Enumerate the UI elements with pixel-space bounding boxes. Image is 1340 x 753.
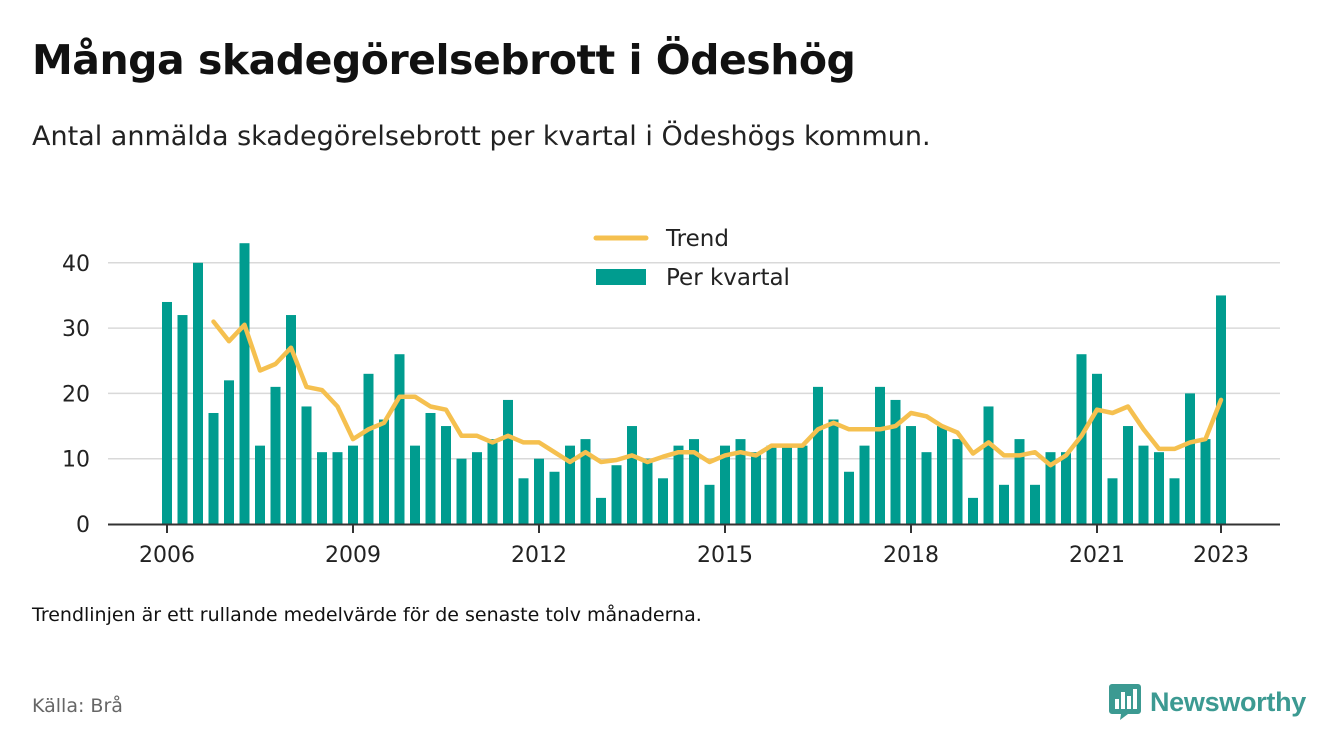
bar [348, 445, 358, 524]
bar [611, 465, 622, 524]
source-credit: Källa: Brå [32, 695, 123, 717]
bar [487, 439, 498, 524]
bar [1107, 478, 1118, 524]
bar [689, 439, 699, 524]
bar [596, 497, 606, 524]
bar [1045, 452, 1056, 524]
legend-trend-label: Trend [665, 226, 729, 252]
x-tick-label: 2015 [697, 543, 753, 568]
bar [968, 497, 978, 524]
bar [627, 426, 637, 524]
bar [224, 380, 234, 524]
bar [177, 315, 188, 524]
bar [518, 478, 529, 524]
bar [766, 445, 777, 524]
trend-line [211, 319, 1224, 468]
brand-name: Newsworthy [1149, 686, 1306, 717]
bar-series [162, 243, 1226, 524]
bar [890, 399, 901, 524]
chart-subtitle: Antal anmälda skadegörelsebrott per kvar… [32, 121, 931, 152]
bar [1169, 478, 1180, 524]
bar [394, 354, 405, 524]
bar [999, 484, 1009, 524]
bar [503, 399, 513, 524]
bar [1061, 452, 1071, 524]
y-tick-label: 30 [62, 317, 90, 342]
bar [379, 419, 389, 524]
x-tick-label: 2018 [883, 543, 939, 568]
bar [751, 452, 761, 524]
bar [332, 452, 343, 524]
x-axis: 2006 2009 2012 2015 2018 2021 2023 [139, 524, 1249, 568]
y-tick-label: 10 [62, 448, 90, 473]
bar [239, 243, 250, 524]
trend-series [211, 319, 1224, 468]
bar [193, 262, 203, 524]
bar [565, 445, 575, 524]
bar [472, 452, 482, 524]
x-tick-label: 2023 [1193, 543, 1249, 568]
bar [1014, 439, 1025, 524]
bar [1030, 484, 1040, 524]
bar [270, 386, 281, 524]
bar [162, 301, 172, 524]
bar [363, 373, 374, 524]
bar [952, 439, 963, 524]
bar [301, 406, 312, 524]
bar [642, 458, 653, 524]
bar [286, 315, 296, 524]
bar [1123, 426, 1133, 524]
bar [921, 452, 932, 524]
legend-bar-swatch [596, 269, 646, 285]
bar [1138, 445, 1149, 524]
x-tick-label: 2012 [511, 543, 567, 568]
x-tick-label: 2006 [139, 543, 195, 568]
chart-area: 0 10 20 30 40 2006 2009 2012 2015 2018 2021 2023 T… [62, 226, 1280, 568]
bar [255, 445, 265, 524]
grid-lines [108, 262, 1280, 460]
legend-bar-label: Per kvartal [666, 265, 790, 291]
bar [782, 445, 792, 524]
bar [1092, 373, 1102, 524]
bar [720, 445, 730, 524]
x-tick-label: 2021 [1069, 543, 1125, 568]
bar [1154, 452, 1164, 524]
footnote: Trendlinjen är ett rullande medelvärde f… [32, 604, 702, 626]
bar [797, 445, 808, 524]
bar [580, 439, 591, 524]
bar [1200, 439, 1211, 524]
y-tick-label: 20 [62, 382, 90, 407]
bar [937, 426, 947, 524]
bar [828, 419, 839, 524]
y-tick-label: 40 [62, 252, 90, 277]
bar [317, 452, 327, 524]
bar [441, 426, 451, 524]
bar [813, 386, 823, 524]
bar [208, 412, 219, 524]
bar [735, 439, 746, 524]
legend: Trend Per kvartal [593, 226, 790, 291]
bar [983, 406, 994, 524]
bar [844, 471, 854, 524]
y-axis: 0 10 20 30 40 [62, 252, 90, 538]
bar [549, 471, 560, 524]
y-tick-label: 0 [76, 513, 90, 538]
bar-chart-logo-icon [1108, 684, 1141, 720]
bar [673, 445, 684, 524]
bar [658, 478, 668, 524]
bar [906, 426, 916, 524]
bar [1216, 295, 1226, 524]
bar [859, 445, 870, 524]
bar [410, 445, 420, 524]
bar [425, 412, 436, 524]
bar [534, 458, 544, 524]
chart-title: Många skadegörelsebrott i Ödeshög [32, 36, 856, 84]
brand-logo: Newsworthy [1108, 683, 1306, 721]
bar [1185, 393, 1195, 524]
bar [456, 458, 467, 524]
bar [875, 386, 885, 524]
x-tick-label: 2009 [325, 543, 381, 568]
bar [704, 484, 715, 524]
